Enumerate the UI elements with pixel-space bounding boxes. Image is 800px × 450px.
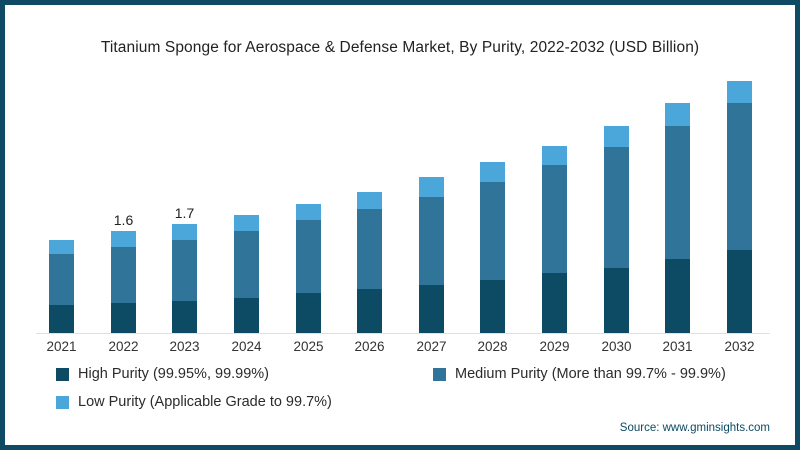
bar-2021 bbox=[49, 240, 74, 333]
legend-item-low-purity: Low Purity (Applicable Grade to 99.7%) bbox=[56, 394, 332, 410]
bar-segment-high-2027 bbox=[419, 285, 444, 333]
x-axis-label-2023: 2023 bbox=[169, 339, 200, 354]
bar-segment-high-2025 bbox=[296, 293, 321, 333]
bar-2029 bbox=[542, 146, 567, 333]
bar-value-label-2023: 1.7 bbox=[174, 205, 195, 221]
legend-item-medium-purity: Medium Purity (More than 99.7% - 99.9%) bbox=[433, 366, 726, 382]
bar-2031 bbox=[665, 103, 690, 333]
bar-segment-medium-2029 bbox=[542, 165, 567, 273]
bar-segment-low-2023 bbox=[172, 224, 197, 240]
bar-segment-high-2031 bbox=[665, 259, 690, 333]
bar-segment-high-2023 bbox=[172, 301, 197, 333]
bar-segment-low-2024 bbox=[234, 215, 259, 231]
bar-2026 bbox=[357, 192, 382, 333]
bar-segment-high-2032 bbox=[727, 250, 752, 333]
bar-segment-low-2025 bbox=[296, 204, 321, 220]
legend-item-high-purity: High Purity (99.95%, 99.99%) bbox=[56, 366, 269, 382]
bar-segment-low-2030 bbox=[604, 126, 629, 147]
x-axis-label-2031: 2031 bbox=[662, 339, 693, 354]
bar-segment-low-2026 bbox=[357, 192, 382, 209]
bar-segment-high-2029 bbox=[542, 273, 567, 333]
bar-segment-medium-2028 bbox=[480, 182, 505, 280]
x-axis-label-2029: 2029 bbox=[539, 339, 570, 354]
bar-segment-medium-2027 bbox=[419, 197, 444, 285]
x-axis-label-2021: 2021 bbox=[46, 339, 77, 354]
bar-2022 bbox=[111, 231, 136, 333]
x-axis-label-2022: 2022 bbox=[108, 339, 139, 354]
bar-segment-low-2021 bbox=[49, 240, 74, 254]
bar-2028 bbox=[480, 162, 505, 333]
x-axis-label-2026: 2026 bbox=[354, 339, 385, 354]
legend-label-high-purity: High Purity (99.95%, 99.99%) bbox=[78, 366, 270, 382]
bar-segment-low-2029 bbox=[542, 146, 567, 165]
bar-2027 bbox=[419, 177, 444, 333]
bar-2023 bbox=[172, 224, 197, 333]
bar-segment-low-2027 bbox=[419, 177, 444, 197]
legend-label-low-purity: Low Purity (Applicable Grade to 99.7%) bbox=[78, 394, 332, 410]
bar-2025 bbox=[296, 204, 321, 333]
bar-segment-high-2024 bbox=[234, 298, 259, 333]
bar-2030 bbox=[604, 126, 629, 333]
legend-swatch-medium-purity bbox=[433, 367, 446, 381]
x-axis-line bbox=[36, 333, 770, 334]
x-axis-label-2025: 2025 bbox=[293, 339, 324, 354]
bar-segment-medium-2030 bbox=[604, 147, 629, 268]
x-axis-label-2032: 2032 bbox=[724, 339, 755, 354]
bar-segment-high-2022 bbox=[111, 303, 136, 333]
x-axis-label-2024: 2024 bbox=[231, 339, 262, 354]
bar-segment-medium-2024 bbox=[234, 231, 259, 298]
legend-label-medium-purity: Medium Purity (More than 99.7% - 99.9%) bbox=[455, 366, 726, 382]
x-axis-label-2028: 2028 bbox=[477, 339, 508, 354]
bar-segment-medium-2022 bbox=[111, 247, 136, 303]
bar-segment-medium-2031 bbox=[665, 126, 690, 259]
bar-segment-high-2028 bbox=[480, 280, 505, 333]
bar-segment-medium-2021 bbox=[49, 254, 74, 305]
bar-segment-medium-2023 bbox=[172, 240, 197, 301]
bar-segment-medium-2025 bbox=[296, 220, 321, 293]
bar-segment-low-2022 bbox=[111, 231, 136, 247]
bar-segment-low-2031 bbox=[665, 103, 690, 126]
x-axis-label-2030: 2030 bbox=[601, 339, 632, 354]
source-text: Source: www.gminsights.com bbox=[619, 422, 770, 434]
bar-segment-high-2030 bbox=[604, 268, 629, 333]
x-axis-label-2027: 2027 bbox=[416, 339, 447, 354]
legend-swatch-low-purity bbox=[56, 395, 69, 409]
bar-segment-medium-2032 bbox=[727, 103, 752, 250]
chart-title: Titanium Sponge for Aerospace & Defense … bbox=[100, 39, 700, 56]
bar-segment-medium-2026 bbox=[357, 209, 382, 289]
bar-2024 bbox=[234, 215, 259, 333]
bar-2032 bbox=[727, 81, 752, 333]
legend-swatch-high-purity bbox=[56, 367, 69, 381]
bar-value-label-2022: 1.6 bbox=[113, 212, 134, 228]
bar-segment-high-2026 bbox=[357, 289, 382, 333]
bar-segment-high-2021 bbox=[49, 305, 74, 333]
bar-segment-low-2028 bbox=[480, 162, 505, 182]
bar-segment-low-2032 bbox=[727, 81, 752, 103]
